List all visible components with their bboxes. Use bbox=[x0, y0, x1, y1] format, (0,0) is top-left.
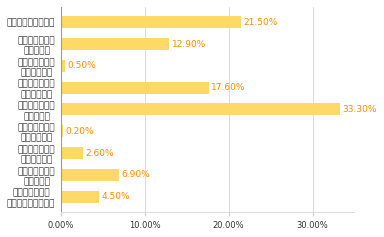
Text: 33.30%: 33.30% bbox=[343, 105, 377, 114]
Text: 6.90%: 6.90% bbox=[121, 170, 150, 179]
Text: 12.90%: 12.90% bbox=[172, 40, 206, 49]
Text: 2.60%: 2.60% bbox=[85, 149, 114, 158]
Bar bbox=[61, 104, 340, 115]
Bar bbox=[61, 169, 119, 181]
Text: 21.50%: 21.50% bbox=[244, 18, 278, 27]
Bar bbox=[61, 60, 65, 72]
Text: 0.50%: 0.50% bbox=[68, 61, 96, 70]
Bar bbox=[61, 38, 169, 50]
Bar bbox=[61, 191, 99, 203]
Bar bbox=[61, 16, 241, 28]
Text: 17.60%: 17.60% bbox=[211, 83, 245, 92]
Bar bbox=[61, 82, 209, 94]
Text: 4.50%: 4.50% bbox=[101, 192, 130, 201]
Bar bbox=[61, 147, 83, 159]
Text: 0.20%: 0.20% bbox=[65, 127, 94, 136]
Bar bbox=[61, 125, 63, 137]
